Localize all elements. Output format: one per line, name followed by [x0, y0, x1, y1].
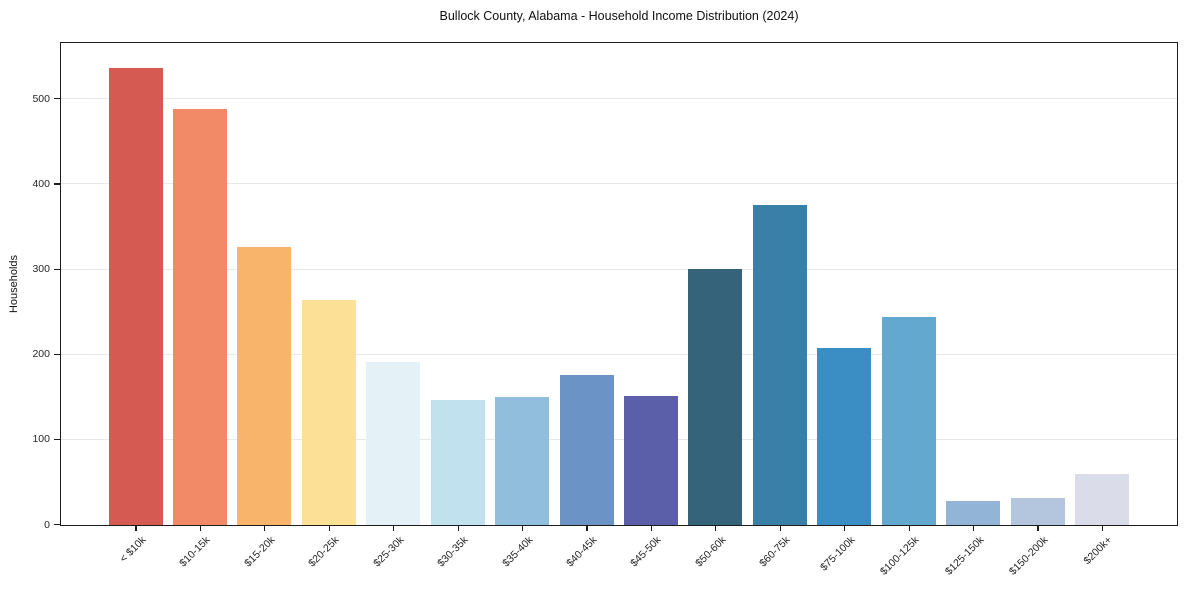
chart-title: Bullock County, Alabama - Household Inco…: [439, 9, 799, 23]
bar-$10-15k: [172, 108, 227, 525]
y-tick-mark: [54, 268, 60, 270]
x-tick-label-$25-30k: $25-30k: [370, 534, 407, 570]
bar-$150-200k: [1010, 497, 1065, 525]
bar-$75-100k: [817, 347, 872, 525]
x-tick-label-$40-45k: $40-45k: [564, 534, 600, 570]
x-tick-mark: [972, 526, 975, 531]
gridline-100: [61, 438, 1177, 440]
x-tick-label-$35-40k: $35-40k: [499, 534, 536, 570]
y-tick-mark: [54, 353, 60, 355]
x-tick-mark: [521, 526, 524, 531]
x-tick-mark: [715, 526, 717, 531]
y-tick-mark: [54, 98, 60, 100]
bar-$100-125k: [881, 317, 936, 525]
x-tick-mark: [844, 526, 846, 531]
gridline-400: [61, 183, 1177, 185]
x-tick-mark: [457, 526, 459, 531]
x-tick-mark: [1101, 526, 1104, 531]
y-tick-label-0: 0: [44, 518, 50, 531]
bar-$15-20k: [237, 246, 292, 525]
plot-area: [60, 42, 1178, 526]
x-tick-label-$30-35k: $30-35k: [435, 534, 471, 570]
y-tick-label-400: 400: [32, 177, 50, 190]
x-tick-label-$15-20k: $15-20k: [242, 534, 278, 570]
y-tick-label-500: 500: [32, 92, 50, 105]
bar-< $10k: [108, 67, 163, 525]
x-tick-mark: [328, 526, 330, 531]
x-tick-mark: [199, 526, 202, 531]
bar-$25-30k: [366, 361, 421, 525]
y-tick-label-200: 200: [32, 348, 50, 361]
y-tick-label-100: 100: [32, 433, 50, 446]
x-tick-label-$200k+: $200k+: [1081, 534, 1115, 568]
bar-$60-75k: [752, 204, 807, 525]
x-tick-mark: [135, 526, 137, 531]
x-tick-label-$60-75k: $60-75k: [757, 534, 793, 570]
x-tick-label-$100-125k: $100-125k: [878, 534, 922, 578]
x-tick-label-< $10k: < $10k: [117, 534, 149, 565]
gridline-500: [61, 98, 1177, 100]
y-tick-mark: [54, 438, 60, 440]
x-tick-label-$20-25k: $20-25k: [306, 534, 342, 570]
y-tick-label-300: 300: [32, 263, 50, 276]
bar-$20-25k: [301, 300, 356, 525]
x-tick-mark: [1037, 526, 1039, 531]
bar-$50-60k: [688, 268, 743, 525]
x-tick-mark: [393, 526, 395, 531]
x-tick-label-$125-150k: $125-150k: [942, 534, 987, 578]
y-tick-mark: [54, 183, 60, 185]
x-tick-label-$45-50k: $45-50k: [628, 534, 664, 570]
y-tick-mark: [54, 523, 60, 526]
bar-$125-150k: [946, 501, 1001, 525]
bar-$30-35k: [430, 399, 485, 525]
x-tick-mark: [264, 526, 266, 531]
x-tick-mark: [908, 526, 910, 531]
x-tick-label-$50-60k: $50-60k: [693, 534, 729, 570]
x-tick-label-$10-15k: $10-15k: [177, 534, 213, 570]
x-tick-label-$150-200k: $150-200k: [1006, 534, 1051, 578]
x-tick-mark: [779, 526, 781, 531]
gridline-200: [61, 353, 1177, 355]
bar-$45-50k: [623, 396, 678, 525]
gridline-300: [61, 268, 1177, 270]
x-tick-label-$75-100k: $75-100k: [817, 534, 858, 574]
bar-$40-45k: [559, 375, 614, 525]
x-tick-mark: [586, 526, 588, 531]
x-tick-mark: [650, 526, 653, 531]
bar-$200k+: [1074, 473, 1129, 525]
bar-$35-40k: [495, 397, 550, 525]
